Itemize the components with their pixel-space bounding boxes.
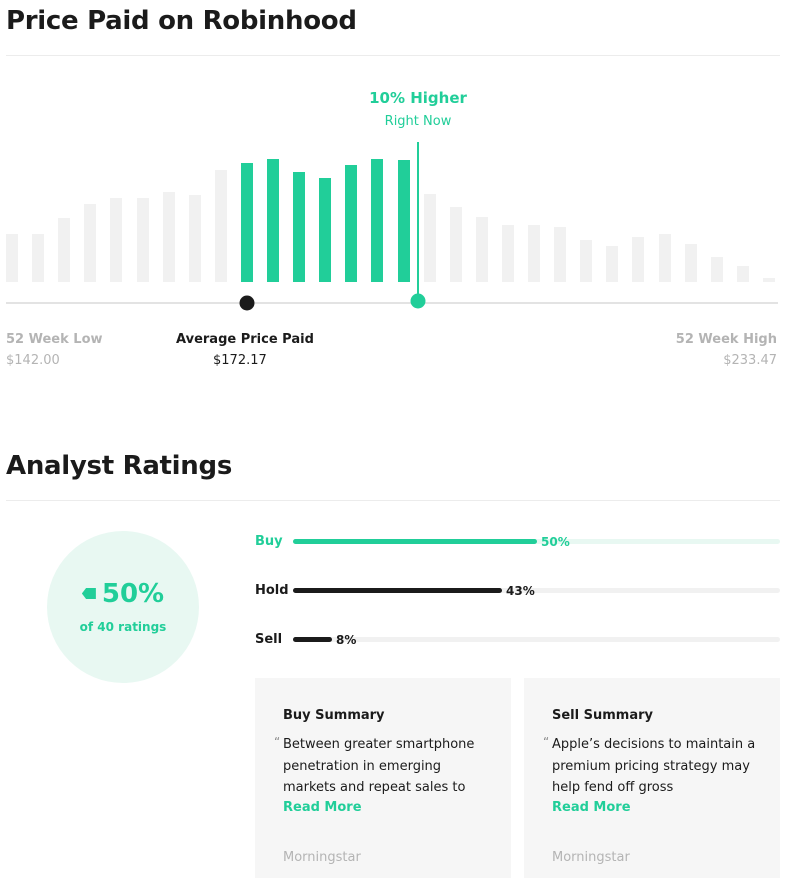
price-bar [240,163,253,282]
high-value: $233.47 [723,353,777,368]
low-value: $142.00 [6,353,60,368]
section-divider [6,500,780,501]
price-bar [397,160,410,282]
price-bar [684,244,697,282]
sell-summary-quote: “ Apple’s decisions to maintain a premiu… [543,734,767,799]
sell-read-more-link[interactable]: Read More [552,800,631,815]
analyst-ratings-title: Analyst Ratings [6,451,232,481]
current-price-line [417,142,419,300]
price-bar [423,194,436,282]
average-value: $172.17 [213,353,267,368]
buy-percent-value: 50% [101,579,165,609]
price-bar [606,246,619,282]
current-price-dot[interactable] [410,293,426,309]
price-bar [632,237,645,282]
rating-summary-circle: 50% of 40 ratings [47,531,199,683]
price-bar [475,217,488,282]
buy-percent: 50% [47,579,199,609]
price-bar [319,178,332,282]
price-paid-title: Price Paid on Robinhood [6,6,357,36]
high-label: 52 Week High [675,332,777,347]
buy-read-more-link[interactable]: Read More [283,800,362,815]
average-label: Average Price Paid [176,332,314,347]
buy-summary-card: Buy Summary “ Between greater smartphone… [255,678,511,878]
price-paid-chart [0,60,800,282]
price-bar [501,225,514,282]
price-bar [293,172,306,282]
rating-bar-sell [293,637,332,642]
price-bar [736,266,749,282]
rating-label-buy: Buy [255,534,283,549]
quote-mark-icon: “ [274,735,281,749]
price-bar [32,234,45,282]
price-bar [6,234,18,282]
buy-summary-title: Buy Summary [283,708,385,723]
rating-track-hold [293,588,780,593]
price-axis [6,302,778,304]
ratings-count: of 40 ratings [79,620,167,634]
buy-summary-source: Morningstar [283,850,361,865]
section-divider [6,55,780,56]
rating-label-sell: Sell [255,632,283,647]
current-price-label: 10% Higher [369,89,467,107]
price-bar [58,218,71,282]
price-bar [188,195,201,282]
price-bar [658,234,671,282]
sell-summary-text: Apple’s decisions to maintain a premium … [552,737,756,795]
price-bar [528,225,540,282]
rating-pct-sell: 8% [336,633,357,647]
sell-summary-title: Sell Summary [552,708,653,723]
sell-summary-card: Sell Summary “ Apple’s decisions to main… [524,678,780,878]
buy-summary-text: Between greater smartphone penetration i… [283,737,475,795]
price-bar [449,207,462,282]
low-label: 52 Week Low [6,332,103,347]
price-bar [580,240,593,282]
price-bar [267,159,279,282]
rating-bar-hold [293,588,502,593]
rating-track-sell [293,637,780,642]
sell-summary-source: Morningstar [552,850,630,865]
price-bar [110,198,123,282]
price-bar [345,165,358,282]
price-bar [762,278,775,282]
rating-bar-buy [293,539,537,544]
rating-label-hold: Hold [255,583,289,598]
tag-icon [81,588,96,599]
average-price-dot[interactable] [239,295,255,311]
price-bar [554,227,567,282]
price-bar [84,204,97,282]
right-now-label: Right Now [384,114,452,129]
price-bar [162,192,175,282]
rating-pct-buy: 50% [541,535,570,549]
price-bar [214,170,227,282]
price-bar [136,198,149,282]
price-bar [710,257,723,282]
rating-pct-hold: 43% [506,584,535,598]
price-bar [371,159,384,282]
quote-mark-icon: “ [543,735,550,749]
buy-summary-quote: “ Between greater smartphone penetration… [274,734,498,799]
